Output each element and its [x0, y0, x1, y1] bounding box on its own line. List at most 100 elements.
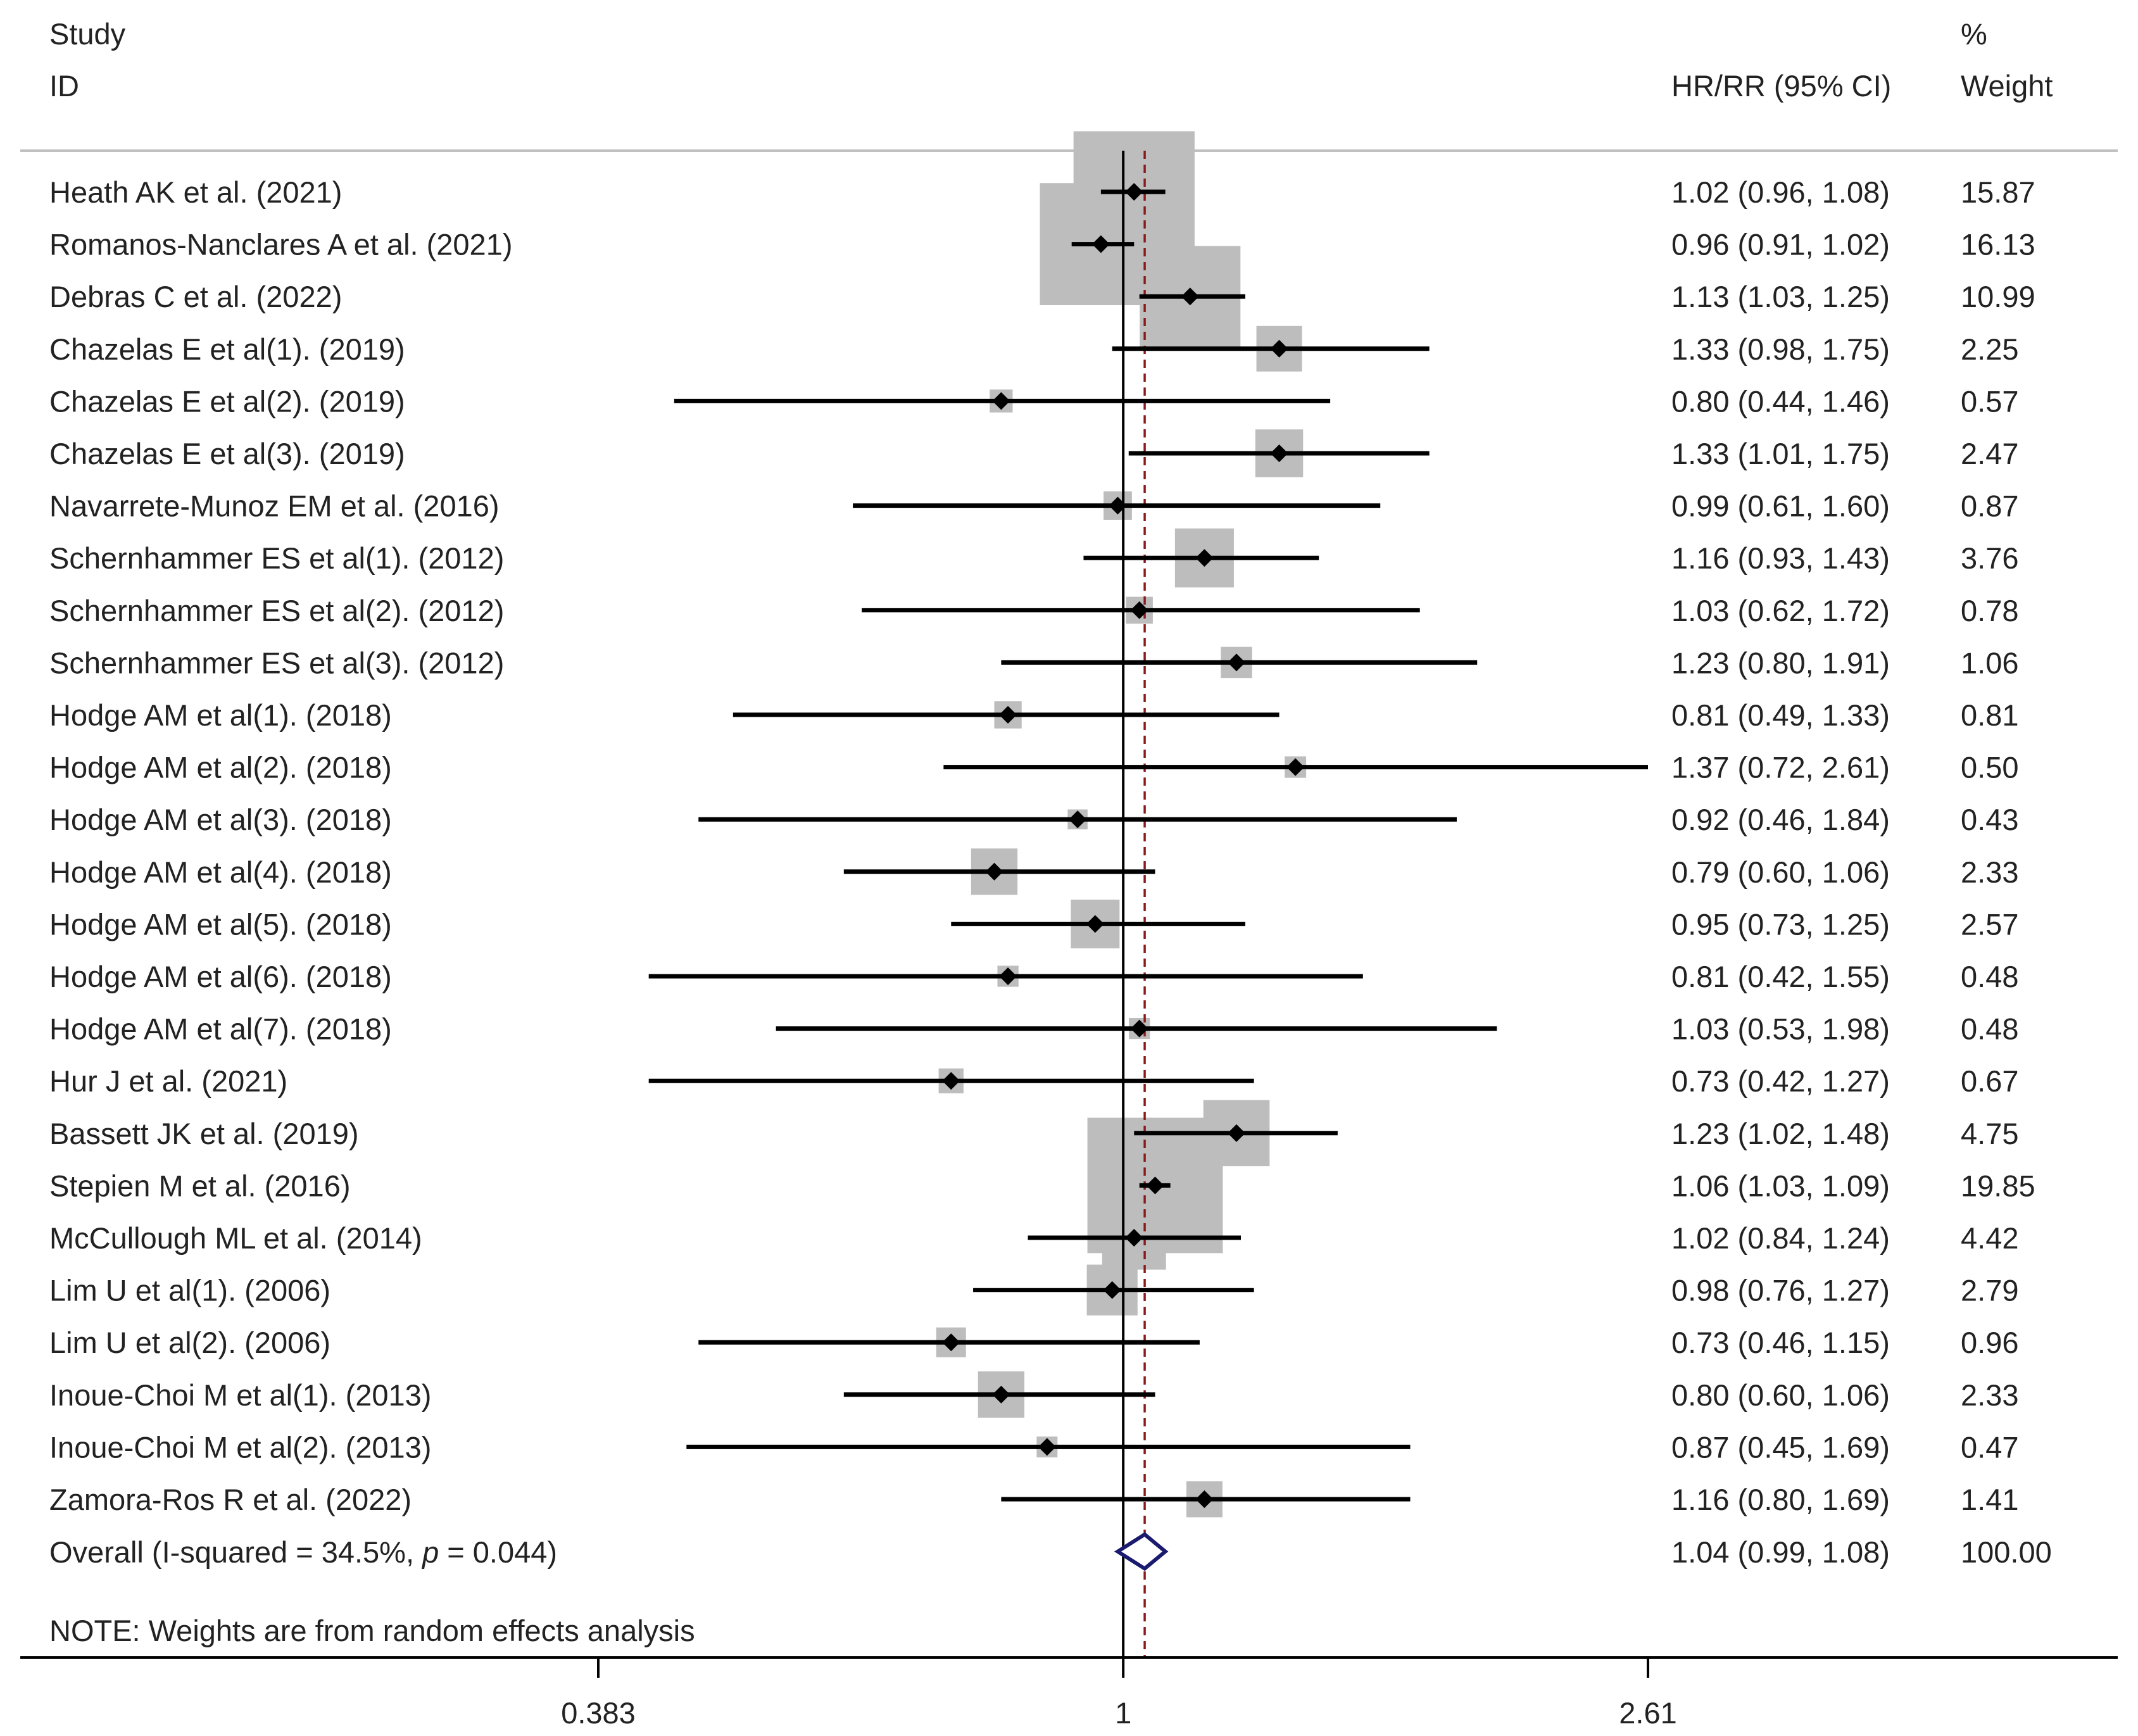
- point-estimate: [1091, 235, 1110, 253]
- study-weight-text: 0.81: [1961, 698, 2018, 732]
- overall-weight-text: 100.00: [1961, 1535, 2052, 1569]
- study-ci-text: 1.02 (0.96, 1.08): [1671, 175, 1890, 209]
- point-estimate: [1146, 1176, 1164, 1195]
- study-label: Chazelas E et al(1). (2019): [49, 332, 405, 366]
- study-ci-text: 1.23 (1.02, 1.48): [1671, 1117, 1890, 1150]
- study-ci-text: 0.73 (0.46, 1.15): [1671, 1326, 1890, 1359]
- study-label: Lim U et al(2). (2006): [49, 1326, 330, 1359]
- study-weight-text: 0.43: [1961, 803, 2018, 836]
- point-estimate: [1195, 549, 1214, 567]
- study-ci-text: 1.02 (0.84, 1.24): [1671, 1221, 1890, 1255]
- study-ci-text: 0.80 (0.44, 1.46): [1671, 384, 1890, 418]
- study-label: Hodge AM et al(5). (2018): [49, 907, 392, 941]
- study-label: Hodge AM et al(7). (2018): [49, 1012, 392, 1046]
- x-axis-tick-label: 2.61: [1619, 1696, 1676, 1730]
- note-text: NOTE: Weights are from random effects an…: [49, 1614, 695, 1647]
- study-weight-text: 4.75: [1961, 1117, 2018, 1150]
- study-weight-text: 0.50: [1961, 751, 2018, 784]
- study-label: Debras C et al. (2022): [49, 280, 342, 313]
- study-weight-text: 10.99: [1961, 280, 2035, 313]
- weight-boxes: [936, 131, 1307, 1518]
- header-weight: Weight: [1961, 69, 2053, 103]
- study-label: Inoue-Choi M et al(2). (2013): [49, 1430, 431, 1464]
- point-estimate: [992, 392, 1010, 410]
- study-weight-text: 2.33: [1961, 855, 2018, 889]
- study-label: Zamora-Ros R et al. (2022): [49, 1483, 412, 1516]
- reference-lines: [1122, 151, 1146, 1657]
- study-weight-text: 0.48: [1961, 960, 2018, 993]
- study-ci-text: 1.33 (1.01, 1.75): [1671, 437, 1890, 470]
- confidence-intervals: [648, 189, 1648, 1502]
- study-label: Inoue-Choi M et al(1). (2013): [49, 1378, 431, 1412]
- study-weight-text: 2.47: [1961, 437, 2018, 470]
- overall-ci-text: 1.04 (0.99, 1.08): [1671, 1535, 1890, 1569]
- point-estimate: [999, 967, 1017, 985]
- study-label: Schernhammer ES et al(3). (2012): [49, 646, 504, 679]
- study-ci-text: 0.79 (0.60, 1.06): [1671, 855, 1890, 889]
- study-label: Romanos-Nanclares A et al. (2021): [49, 228, 512, 261]
- study-ci-text: 1.16 (0.80, 1.69): [1671, 1483, 1890, 1516]
- study-weight-text: 15.87: [1961, 175, 2035, 209]
- study-ci-text: 1.37 (0.72, 2.61): [1671, 751, 1890, 784]
- header-effect: HR/RR (95% CI): [1671, 69, 1891, 103]
- study-weight-text: 3.76: [1961, 541, 2018, 575]
- overall-diamond: [1114, 1532, 1169, 1571]
- point-estimate: [1270, 444, 1288, 462]
- point-estimate: [1038, 1438, 1056, 1456]
- study-ci-text: 0.80 (0.60, 1.06): [1671, 1378, 1890, 1412]
- study-label: Lim U et al(1). (2006): [49, 1274, 330, 1307]
- study-label: Chazelas E et al(3). (2019): [49, 437, 405, 470]
- study-weight-text: 0.78: [1961, 594, 2018, 627]
- point-estimate: [985, 862, 1003, 881]
- study-ci-text: 0.96 (0.91, 1.02): [1671, 228, 1890, 261]
- study-label: Schernhammer ES et al(2). (2012): [49, 594, 504, 627]
- study-label: Chazelas E et al(2). (2019): [49, 384, 405, 418]
- point-estimate: [1130, 1019, 1148, 1038]
- study-ci-text: 1.23 (0.80, 1.91): [1671, 646, 1890, 679]
- study-weight-text: 0.67: [1961, 1064, 2018, 1098]
- point-estimate: [942, 1333, 960, 1352]
- study-label: Hodge AM et al(6). (2018): [49, 960, 392, 993]
- study-ci-text: 0.81 (0.49, 1.33): [1671, 698, 1890, 732]
- study-ci-text: 1.33 (0.98, 1.75): [1671, 332, 1890, 366]
- study-ci-text: 1.13 (1.03, 1.25): [1671, 280, 1890, 313]
- study-label: McCullough ML et al. (2014): [49, 1221, 422, 1255]
- study-label: Schernhammer ES et al(1). (2012): [49, 541, 504, 575]
- point-estimate: [1130, 601, 1148, 619]
- study-label: Hodge AM et al(3). (2018): [49, 803, 392, 836]
- header-study: Study: [49, 17, 126, 51]
- point-estimate: [1125, 183, 1143, 201]
- point-estimate: [1086, 915, 1104, 933]
- point-estimate: [999, 706, 1017, 724]
- study-ci-text: 0.81 (0.42, 1.55): [1671, 960, 1890, 993]
- study-ci-text: 0.87 (0.45, 1.69): [1671, 1430, 1890, 1464]
- study-weight-text: 4.42: [1961, 1221, 2018, 1255]
- study-label: Hodge AM et al(4). (2018): [49, 855, 392, 889]
- study-label: Bassett JK et al. (2019): [49, 1117, 359, 1150]
- study-label: Hodge AM et al(1). (2018): [49, 698, 392, 732]
- header-percent: %: [1961, 17, 1987, 51]
- study-ci-text: 1.06 (1.03, 1.09): [1671, 1169, 1890, 1202]
- overall-label-prefix: Overall (I-squared = 34.5%,: [49, 1535, 422, 1569]
- point-estimate: [1286, 758, 1305, 776]
- study-ci-text: 0.95 (0.73, 1.25): [1671, 907, 1890, 941]
- study-labels: Heath AK et al. (2021) 1.02 (0.96, 1.08) 1…: [49, 175, 2035, 1516]
- study-ci-text: 0.98 (0.76, 1.27): [1671, 1274, 1890, 1307]
- study-ci-text: 1.03 (0.62, 1.72): [1671, 594, 1890, 627]
- study-weight-text: 0.47: [1961, 1430, 2018, 1464]
- study-weight-text: 1.41: [1961, 1483, 2018, 1516]
- study-ci-text: 0.92 (0.46, 1.84): [1671, 803, 1890, 836]
- study-weight-text: 2.79: [1961, 1274, 2018, 1307]
- study-weight-text: 0.96: [1961, 1326, 2018, 1359]
- study-ci-text: 0.73 (0.42, 1.27): [1671, 1064, 1890, 1098]
- x-axis-ticks: 0.383 1 2.61: [561, 1657, 1677, 1730]
- study-ci-text: 1.16 (0.93, 1.43): [1671, 541, 1890, 575]
- study-label: Stepien M et al. (2016): [49, 1169, 351, 1202]
- study-label: Navarrete-Munoz EM et al. (2016): [49, 489, 500, 523]
- study-weight-text: 0.57: [1961, 384, 2018, 418]
- point-estimate: [1228, 653, 1246, 672]
- point-estimate: [1228, 1124, 1246, 1142]
- overall-label-p: p: [421, 1535, 439, 1569]
- study-label: Hur J et al. (2021): [49, 1064, 287, 1098]
